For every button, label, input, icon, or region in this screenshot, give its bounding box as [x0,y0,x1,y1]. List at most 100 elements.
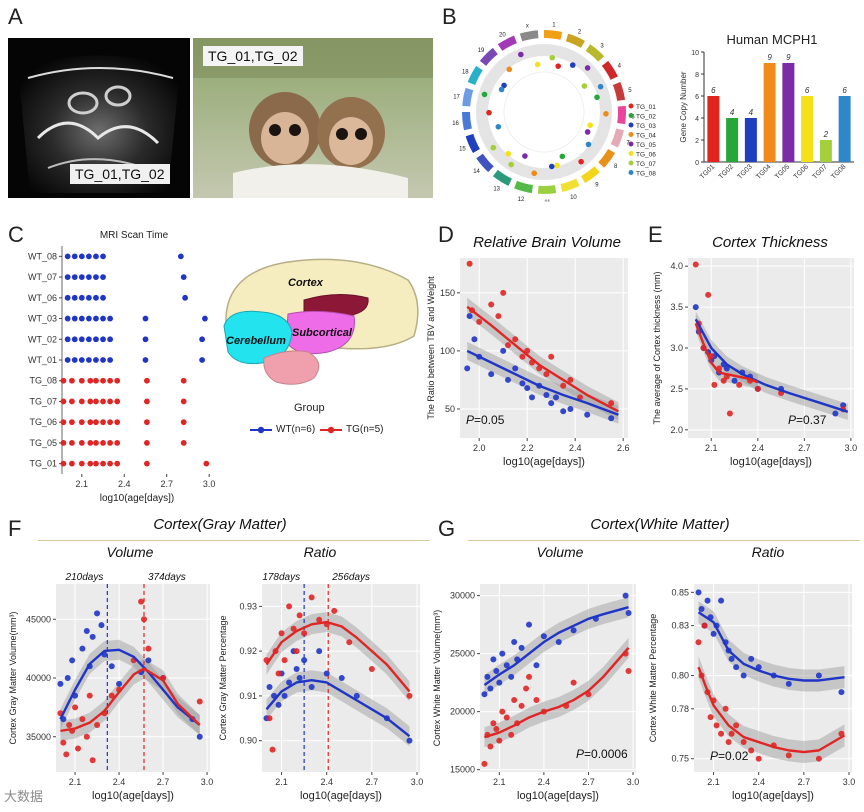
data-point-wt [723,365,730,372]
chromosome-label-18: 18 [462,69,469,75]
data-point-tg [755,755,762,762]
insertion-site [584,65,591,71]
data-point-wt [508,673,515,680]
insertion-site [490,144,497,151]
age-marker-label: 210days [65,572,104,583]
scan-point-wt_01 [107,357,114,363]
chromosome-segment-14 [476,153,494,173]
data-point-wt [488,371,495,378]
scan-point-wt_06 [85,294,92,301]
scan-point-tg_08 [78,377,85,384]
y-tick-label: 100 [440,346,455,356]
scan-point-tg_07 [93,398,99,405]
bar-category-tg01: TG01 [699,163,716,180]
data-point-tg [406,692,413,699]
y-tick-label: 6 [695,94,699,101]
chromosome-label-1: 1 [552,23,556,29]
legend-label-tg_01: TG_01 [636,104,656,111]
circos-plot: 1234567891011121314151617181920xTG_01TG_… [452,23,656,202]
x-tick-label: 2.1 [69,777,82,787]
data-point-tg [83,733,90,740]
scan-point-tg_06 [180,419,187,426]
panel-label-e: E [648,222,663,247]
panel-f-title: Cortex(Gray Matter) [153,516,287,533]
bar-tg08 [838,96,851,162]
x-tick-label: 2.2 [521,443,534,453]
data-point-wt [518,644,525,651]
data-point-wt [512,365,519,372]
scan-point-wt_07 [85,274,92,280]
data-point-tg [722,705,729,712]
data-point-wt [316,648,323,655]
x-axis-label: log10(age[days]) [100,493,175,504]
y-tick-label: 150 [440,288,455,298]
data-point-wt [464,365,471,372]
panel-label-a: A [8,4,23,29]
scan-point-tg_05 [100,440,106,446]
data-point-tg [89,757,96,764]
insertion-site [505,150,512,157]
bar-category-tg07: TG07 [811,163,828,180]
row-label-wt_03: WT_03 [28,314,57,324]
data-point-tg [740,739,747,746]
data-point-tg [278,630,285,637]
data-point-tg [488,301,495,308]
scan-point-wt_02 [199,336,205,343]
data-point-wt [748,655,755,662]
chromosome-segment-3 [585,44,605,62]
insertion-site [585,141,592,148]
data-point-tg [518,702,525,709]
data-point-tg [512,336,519,343]
data-point-tg [728,730,735,737]
scan-point-tg_06 [78,419,85,426]
insertion-site [569,62,576,68]
data-point-wt [275,701,282,708]
data-point-tg [705,291,712,298]
bar-value-tg01: 6 [711,86,716,95]
scan-point-tg_06 [114,419,121,426]
x-tick-label: 2.4 [113,777,126,787]
scan-point-tg_01 [144,460,150,467]
data-point-wt [505,376,511,383]
data-point-wt [570,627,577,634]
data-point-wt [484,673,491,680]
data-point-tg [368,666,375,673]
data-point-tg [63,751,70,758]
insertion-site [495,123,502,130]
age-marker-label: 256days [331,572,370,583]
bar-category-tg04: TG04 [755,163,772,180]
x-tick-label: 2.4 [752,443,765,453]
data-point-wt [69,657,76,664]
x-tick-label: 2.1 [275,777,288,787]
x-tick-label: 2.1 [707,777,720,787]
chromosome-segment-13 [492,169,512,186]
ultrasound-caption: TG_01,TG_02 [70,164,170,184]
data-point-wt [733,664,740,671]
data-point-tg [701,622,708,629]
chromosome-segment-6 [617,105,626,125]
chromosome-segment-16 [462,112,472,131]
p-value: P=0.05 [466,413,505,427]
y-tick-label: 15000 [450,765,475,775]
chromosome-segment-19 [479,47,498,66]
photo-caption: TG_01,TG_02 [203,46,303,66]
data-point-tg [815,755,822,762]
data-point-wt [704,597,711,604]
data-point-tg [695,639,702,646]
scan-point-tg_07 [78,398,85,405]
data-point-tg [713,722,720,729]
chromosome-label-14: 14 [473,169,480,175]
bar-tg01 [707,96,720,162]
chromosome-label-20: 20 [499,32,506,38]
scan-point-tg_01 [114,460,121,467]
y-tick-label: 0.90 [239,736,257,746]
scan-point-wt_06 [78,294,85,301]
age-marker-label: 178days [262,572,300,583]
scan-point-tg_05 [60,440,67,446]
scan-point-wt_08 [78,253,85,260]
scan-point-wt_08 [93,253,99,260]
scan-point-tg_01 [87,460,94,467]
relative-brain-volume-plot: 2.0 2.2 2.4 2.6 50 100 150 log10(age[days]) The … [426,258,629,468]
row-label-wt_01: WT_01 [28,355,57,365]
legend-dot-tg_03 [628,122,634,128]
